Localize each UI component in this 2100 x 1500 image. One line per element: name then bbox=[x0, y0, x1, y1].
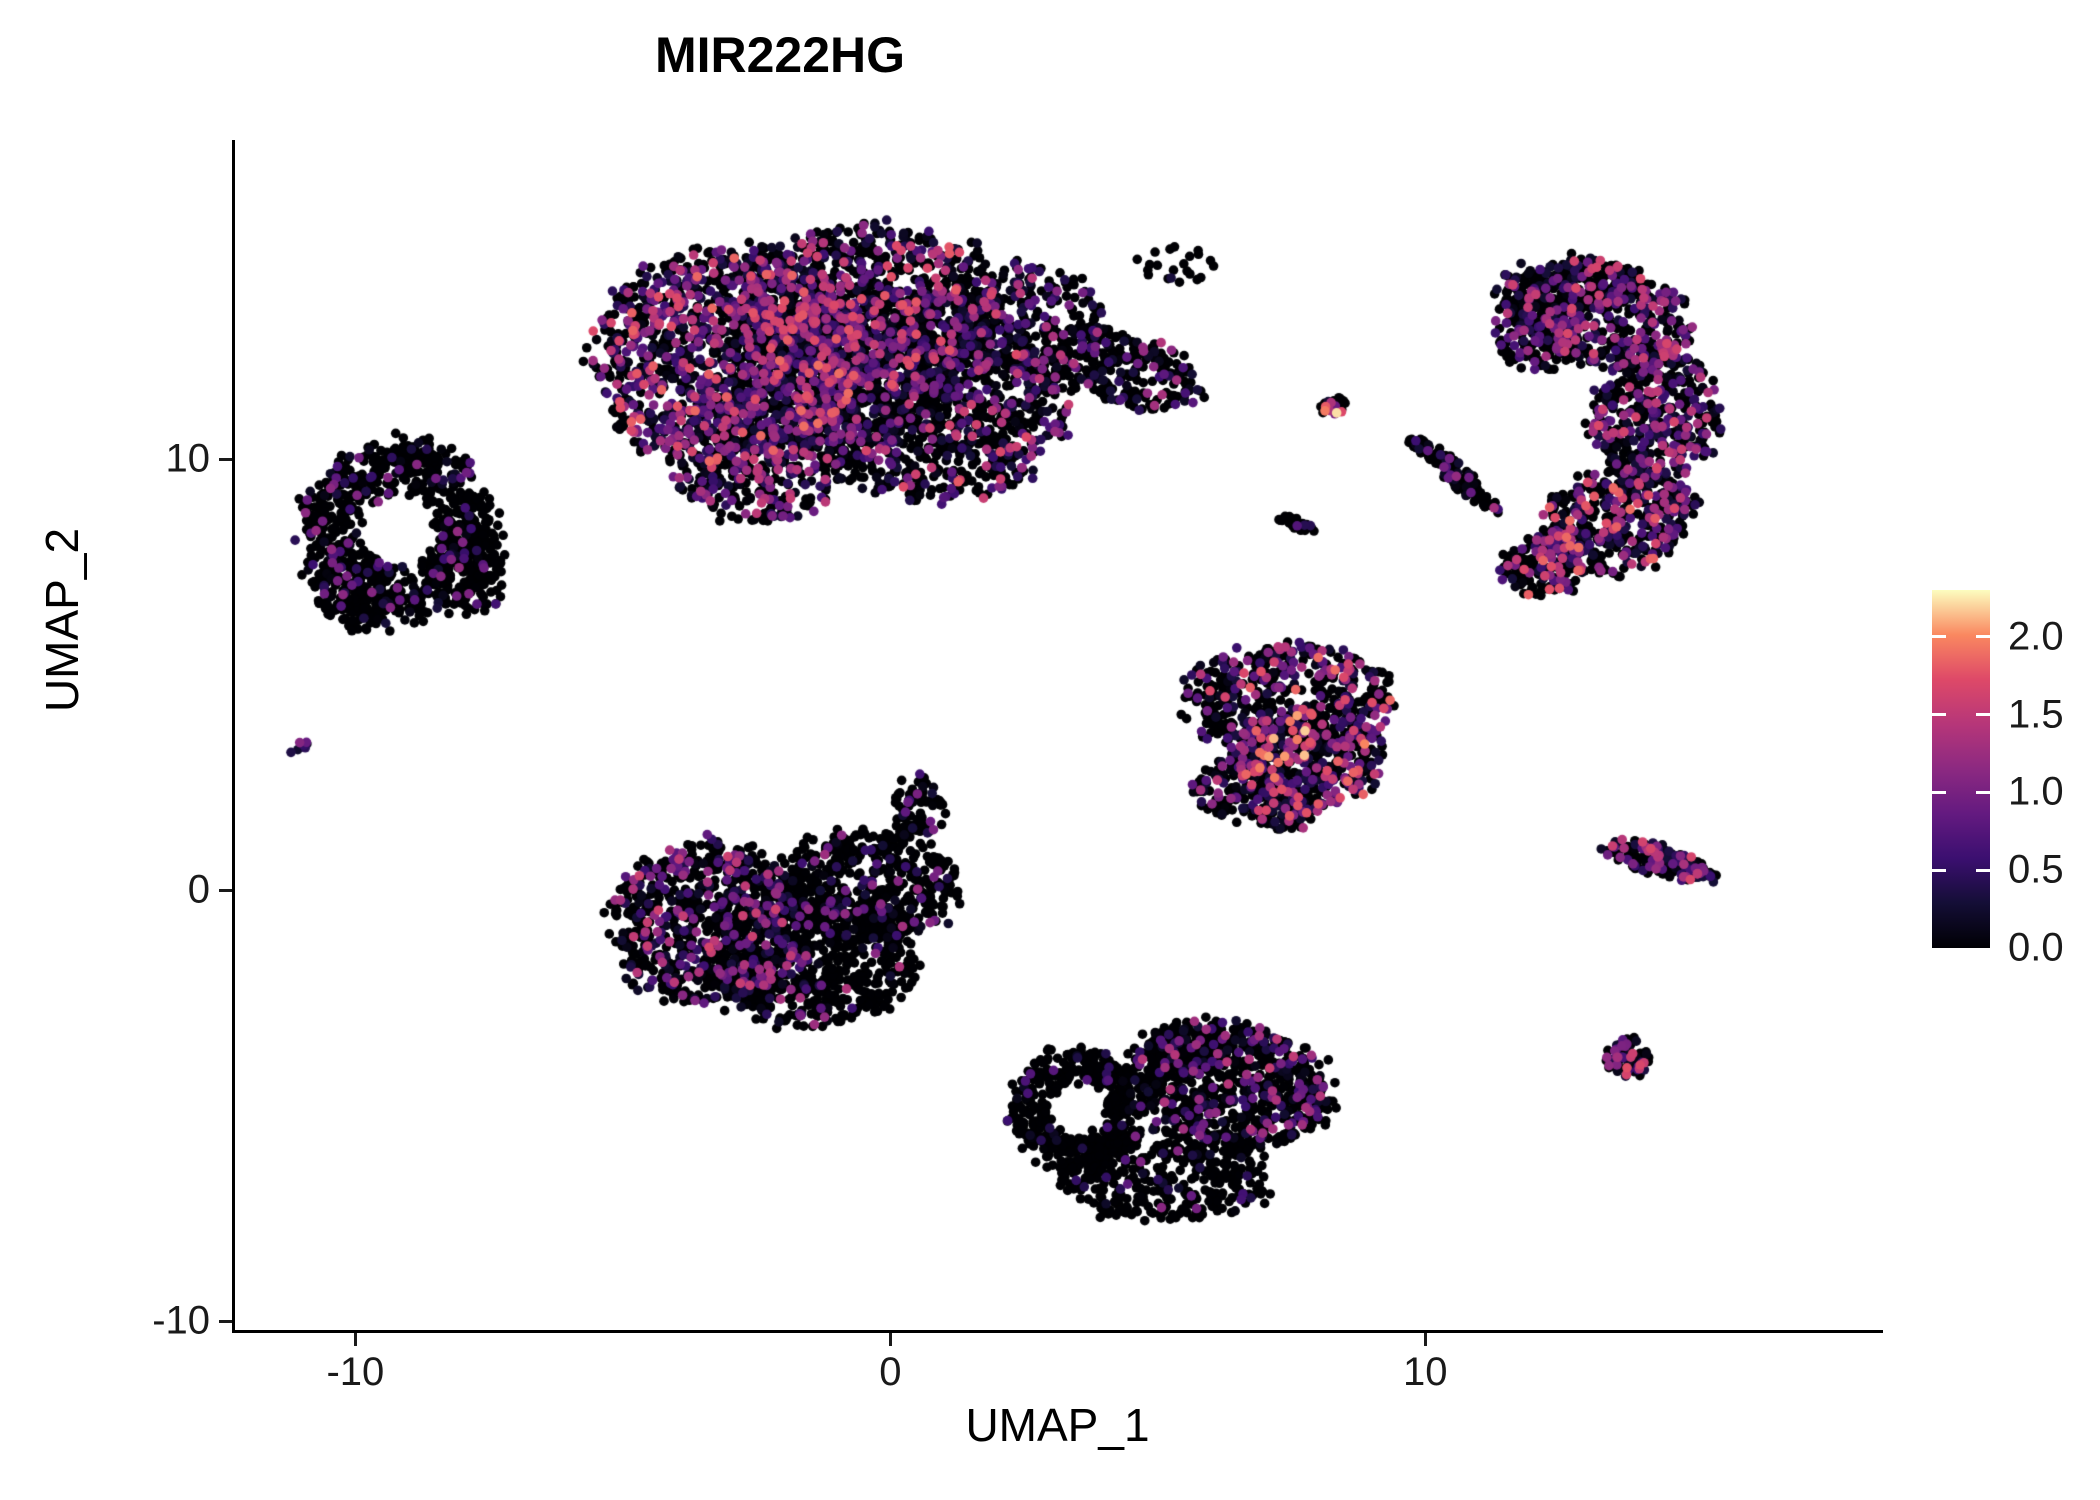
x-tick-label: -10 bbox=[326, 1350, 385, 1394]
y-axis-line bbox=[232, 140, 235, 1333]
y-tick-label: -10 bbox=[152, 1298, 210, 1343]
x-tick-label: 0 bbox=[879, 1350, 902, 1394]
colorbar-tick-label: 0.5 bbox=[2008, 847, 2064, 892]
axis-tick-mark bbox=[1423, 1333, 1427, 1346]
colorbar-tick-mark bbox=[1976, 713, 1990, 717]
x-tick-label: 10 bbox=[1403, 1350, 1448, 1394]
y-tick-label: 0 bbox=[187, 867, 210, 912]
axis-tick-mark bbox=[353, 1333, 357, 1346]
colorbar-tick-mark bbox=[1976, 868, 1990, 872]
x-axis-label: UMAP_1 bbox=[965, 1399, 1150, 1451]
colorbar-tick-label: 1.5 bbox=[2008, 692, 2064, 737]
y-axis-label: UMAP_2 bbox=[36, 527, 88, 713]
colorbar-tick-mark bbox=[1932, 635, 1946, 639]
x-axis-line bbox=[232, 1330, 1883, 1333]
colorbar-tick-label: 1.0 bbox=[2008, 769, 2064, 814]
colorbar-tick-mark bbox=[1932, 713, 1946, 717]
colorbar-gradient bbox=[1932, 590, 1990, 948]
colorbar-tick-label: 0.0 bbox=[2008, 925, 2064, 970]
axis-tick-mark bbox=[888, 1333, 892, 1346]
colorbar-tick-mark bbox=[1932, 790, 1946, 794]
axis-tick-mark bbox=[219, 457, 232, 461]
axis-tick-mark bbox=[219, 888, 232, 892]
colorbar-tick-mark bbox=[1976, 790, 1990, 794]
colorbar-tick-mark bbox=[1976, 635, 1990, 639]
colorbar-tick-label: 2.0 bbox=[2008, 614, 2064, 659]
colorbar-tick-mark bbox=[1932, 868, 1946, 872]
axis-tick-mark bbox=[219, 1319, 232, 1323]
y-tick-label: 10 bbox=[165, 436, 211, 481]
plot-title: MIR222HG bbox=[654, 27, 906, 83]
